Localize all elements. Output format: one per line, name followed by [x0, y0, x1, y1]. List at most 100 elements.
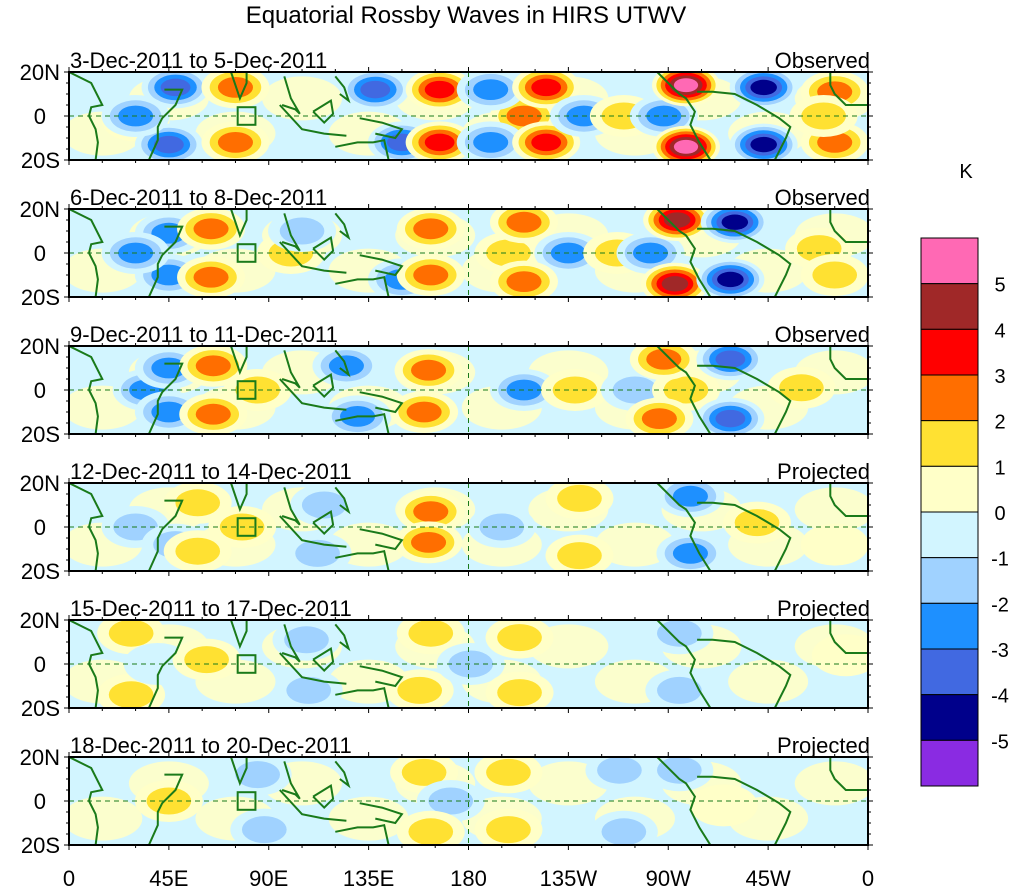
- contour-positive: [235, 376, 280, 404]
- region-box-marker: [236, 791, 257, 811]
- contour-negative: [612, 376, 658, 404]
- x-tick-label: 135E: [343, 866, 394, 890]
- coastline: [697, 90, 792, 160]
- panel-2: 20N 0 20S 6-Dec-2011 to 8-Dec-2011 Observed: [20, 185, 873, 310]
- colorbar-swatch: [920, 602, 979, 650]
- y-tick-label: 20S: [21, 148, 60, 173]
- y-tick-label: 20N: [20, 197, 60, 222]
- y-tick-label: 0: [34, 652, 46, 677]
- contour-positive: [531, 133, 562, 152]
- contour-positive: [817, 131, 853, 153]
- contour-positive: [401, 758, 447, 786]
- y-tick-label: 20N: [20, 60, 60, 85]
- colorbar-swatch: [920, 283, 979, 330]
- coastline: [697, 775, 792, 845]
- colorbar-swatch: [920, 739, 979, 787]
- coastline: [230, 346, 248, 376]
- coastline: [281, 487, 301, 526]
- panel-status-label: Projected: [777, 733, 870, 758]
- contour-positive: [497, 679, 542, 707]
- region-box-marker: [236, 106, 257, 126]
- coastline: [359, 665, 404, 688]
- contour-negative: [721, 214, 749, 230]
- coastline: [312, 372, 335, 399]
- contour-positive: [801, 102, 846, 130]
- coastline: [335, 413, 390, 434]
- anomaly-field: [69, 620, 868, 708]
- contour-positive: [408, 620, 454, 647]
- contour-positive: [800, 523, 868, 566]
- coastline: [279, 789, 347, 822]
- panel-period-label: 18-Dec-2011 to 20-Dec-2011: [70, 733, 352, 758]
- anomaly-field: [69, 346, 868, 434]
- coastline: [69, 209, 104, 297]
- contour-negative: [301, 491, 347, 519]
- panel-period-label: 6-Dec-2011 to 8-Dec-2011: [70, 185, 327, 210]
- colorbar-swatch: [920, 465, 979, 513]
- anomaly-field: [69, 209, 868, 297]
- colorbar-swatch: [920, 374, 979, 422]
- coastline: [656, 620, 712, 708]
- contour-negative: [672, 485, 708, 507]
- x-axis: 0 45E 90E 135E 180 135W 90W 45W 0: [63, 866, 874, 890]
- contour-negative: [151, 401, 187, 423]
- chart-title: Equatorial Rossby Waves in HIRS UTWV: [246, 2, 687, 29]
- contour-negative: [286, 676, 332, 704]
- coastline: [279, 241, 347, 274]
- coastline: [359, 391, 404, 414]
- contour-negative: [601, 818, 647, 845]
- coastline: [281, 624, 301, 663]
- colorbar-swatch: [920, 557, 979, 604]
- coastline: [334, 623, 351, 652]
- coastline: [279, 515, 347, 548]
- x-tick-label: 45W: [746, 866, 791, 890]
- colorbar-tick-label: -4: [991, 686, 1009, 708]
- contour-positive: [497, 624, 542, 652]
- coastline: [829, 72, 868, 106]
- coastline: [359, 802, 404, 825]
- contour-positive: [413, 264, 449, 286]
- colorbar-tick-label: 3: [994, 366, 1005, 388]
- panel-6: 20N 0 20S 18-Dec-2011 to 20-Dec-2011 Project…: [20, 733, 873, 858]
- y-tick-label: 20S: [21, 422, 60, 447]
- coastline: [335, 687, 390, 708]
- colorbar-tick-label: 2: [994, 412, 1005, 434]
- colorbar: K 5 4 3 2 1 0 -1 -2 -3 -4 -5: [920, 161, 1009, 787]
- contour-positive: [175, 537, 221, 565]
- x-tick-label: 45E: [149, 866, 188, 890]
- contour-negative: [360, 80, 391, 99]
- coastline: [230, 757, 248, 787]
- contour-positive: [397, 676, 443, 704]
- coastline: [147, 499, 184, 571]
- coastline: [334, 760, 351, 789]
- contour-negative: [153, 135, 184, 154]
- contour-positive: [108, 620, 154, 647]
- contour-positive: [811, 634, 868, 677]
- contour-positive: [411, 531, 447, 553]
- y-tick-label: 0: [34, 241, 46, 266]
- contour-positive: [193, 218, 229, 240]
- panel-period-label: 12-Dec-2011 to 14-Dec-2011: [70, 459, 352, 484]
- contour-positive: [184, 646, 229, 674]
- contour-positive: [506, 271, 542, 293]
- contour-negative: [657, 676, 702, 704]
- contour-positive: [108, 681, 154, 708]
- background-band: [69, 796, 143, 841]
- contour-positive: [486, 239, 531, 267]
- contour-positive: [689, 784, 758, 827]
- coastline: [359, 254, 404, 277]
- coastline: [230, 483, 248, 513]
- y-tick-label: 0: [34, 104, 46, 129]
- colorbar-tick-label: -1: [991, 549, 1009, 571]
- x-tick-label: 135W: [540, 866, 598, 890]
- coastline: [334, 349, 351, 378]
- x-tick-label: 0: [63, 866, 75, 890]
- contour-negative: [717, 271, 744, 288]
- panel-3: 20N 0 20S 9-Dec-2011 to 11-Dec-2011 Observed: [20, 322, 873, 447]
- colorbar-swatch: [920, 694, 979, 741]
- colorbar-tick-label: 4: [994, 320, 1005, 342]
- coastline: [281, 761, 301, 800]
- coastline: [697, 638, 792, 708]
- panel-5: 20N 0 20S 15-Dec-2011 to 17-Dec-2011 Project…: [20, 596, 873, 721]
- panel-status-label: Observed: [775, 322, 870, 347]
